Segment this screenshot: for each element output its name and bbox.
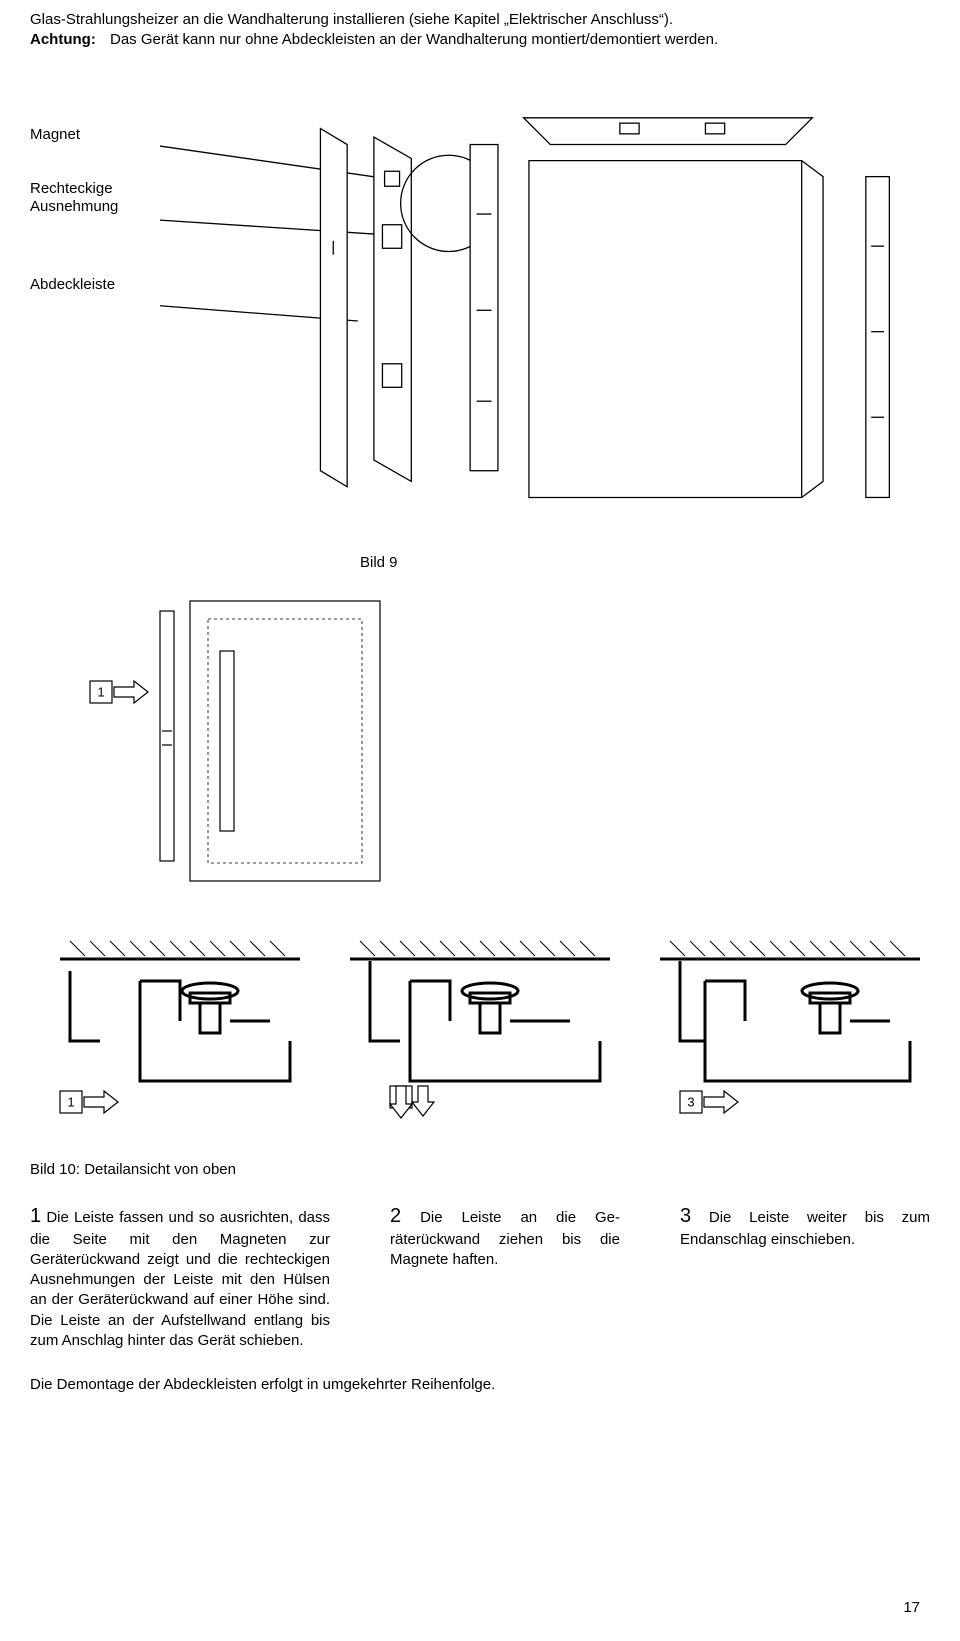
page-number: 17: [903, 1599, 920, 1616]
attention-label: Achtung:: [30, 30, 110, 50]
explain-1: 1 Die Leiste fassen und so ausrich­ten, …: [30, 1203, 330, 1352]
figure-9-area: Magnet RechteckigeAusnehmung Abdeckleist…: [30, 111, 930, 571]
detail-row: 1 2: [30, 931, 930, 1131]
intro-line1: Glas-Strahlungsheizer an die Wandhalteru…: [30, 10, 930, 30]
figure-9-diagram: [160, 111, 930, 531]
explanation-row: 1 Die Leiste fassen und so ausrich­ten, …: [30, 1203, 930, 1352]
step-num-a: 1: [97, 684, 104, 699]
svg-text:3: 3: [687, 1094, 694, 1109]
explain-3: 3 Die Leiste weiter bis zum Endanschlag …: [680, 1203, 930, 1250]
detail-step-2: 2: [340, 931, 620, 1131]
step-top-diagram: 1: [30, 591, 930, 921]
intro-line2: Achtung:Das Gerät kann nur ohne Abdeckle…: [30, 30, 930, 50]
demontage-text: Die Demontage der Abdeckleisten erfolgt …: [30, 1376, 930, 1393]
caption-detail: Bild 10: Detailansicht von oben: [30, 1161, 930, 1178]
intro-line2-rest: Das Gerät kann nur ohne Abdeckleisten an…: [110, 31, 718, 48]
detail-step-1: 1: [30, 931, 310, 1131]
label-cover: Abdeckleiste: [30, 276, 150, 294]
explain-2: 2 Die Leiste an die Ge­räterückwand zieh…: [390, 1203, 620, 1271]
svg-text:1: 1: [67, 1094, 74, 1109]
figure-9-caption: Bild 9: [360, 554, 398, 571]
detail-step-3: 3: [650, 931, 930, 1131]
label-recess: RechteckigeAusnehmung: [30, 180, 150, 216]
label-magnet: Magnet: [30, 126, 150, 144]
